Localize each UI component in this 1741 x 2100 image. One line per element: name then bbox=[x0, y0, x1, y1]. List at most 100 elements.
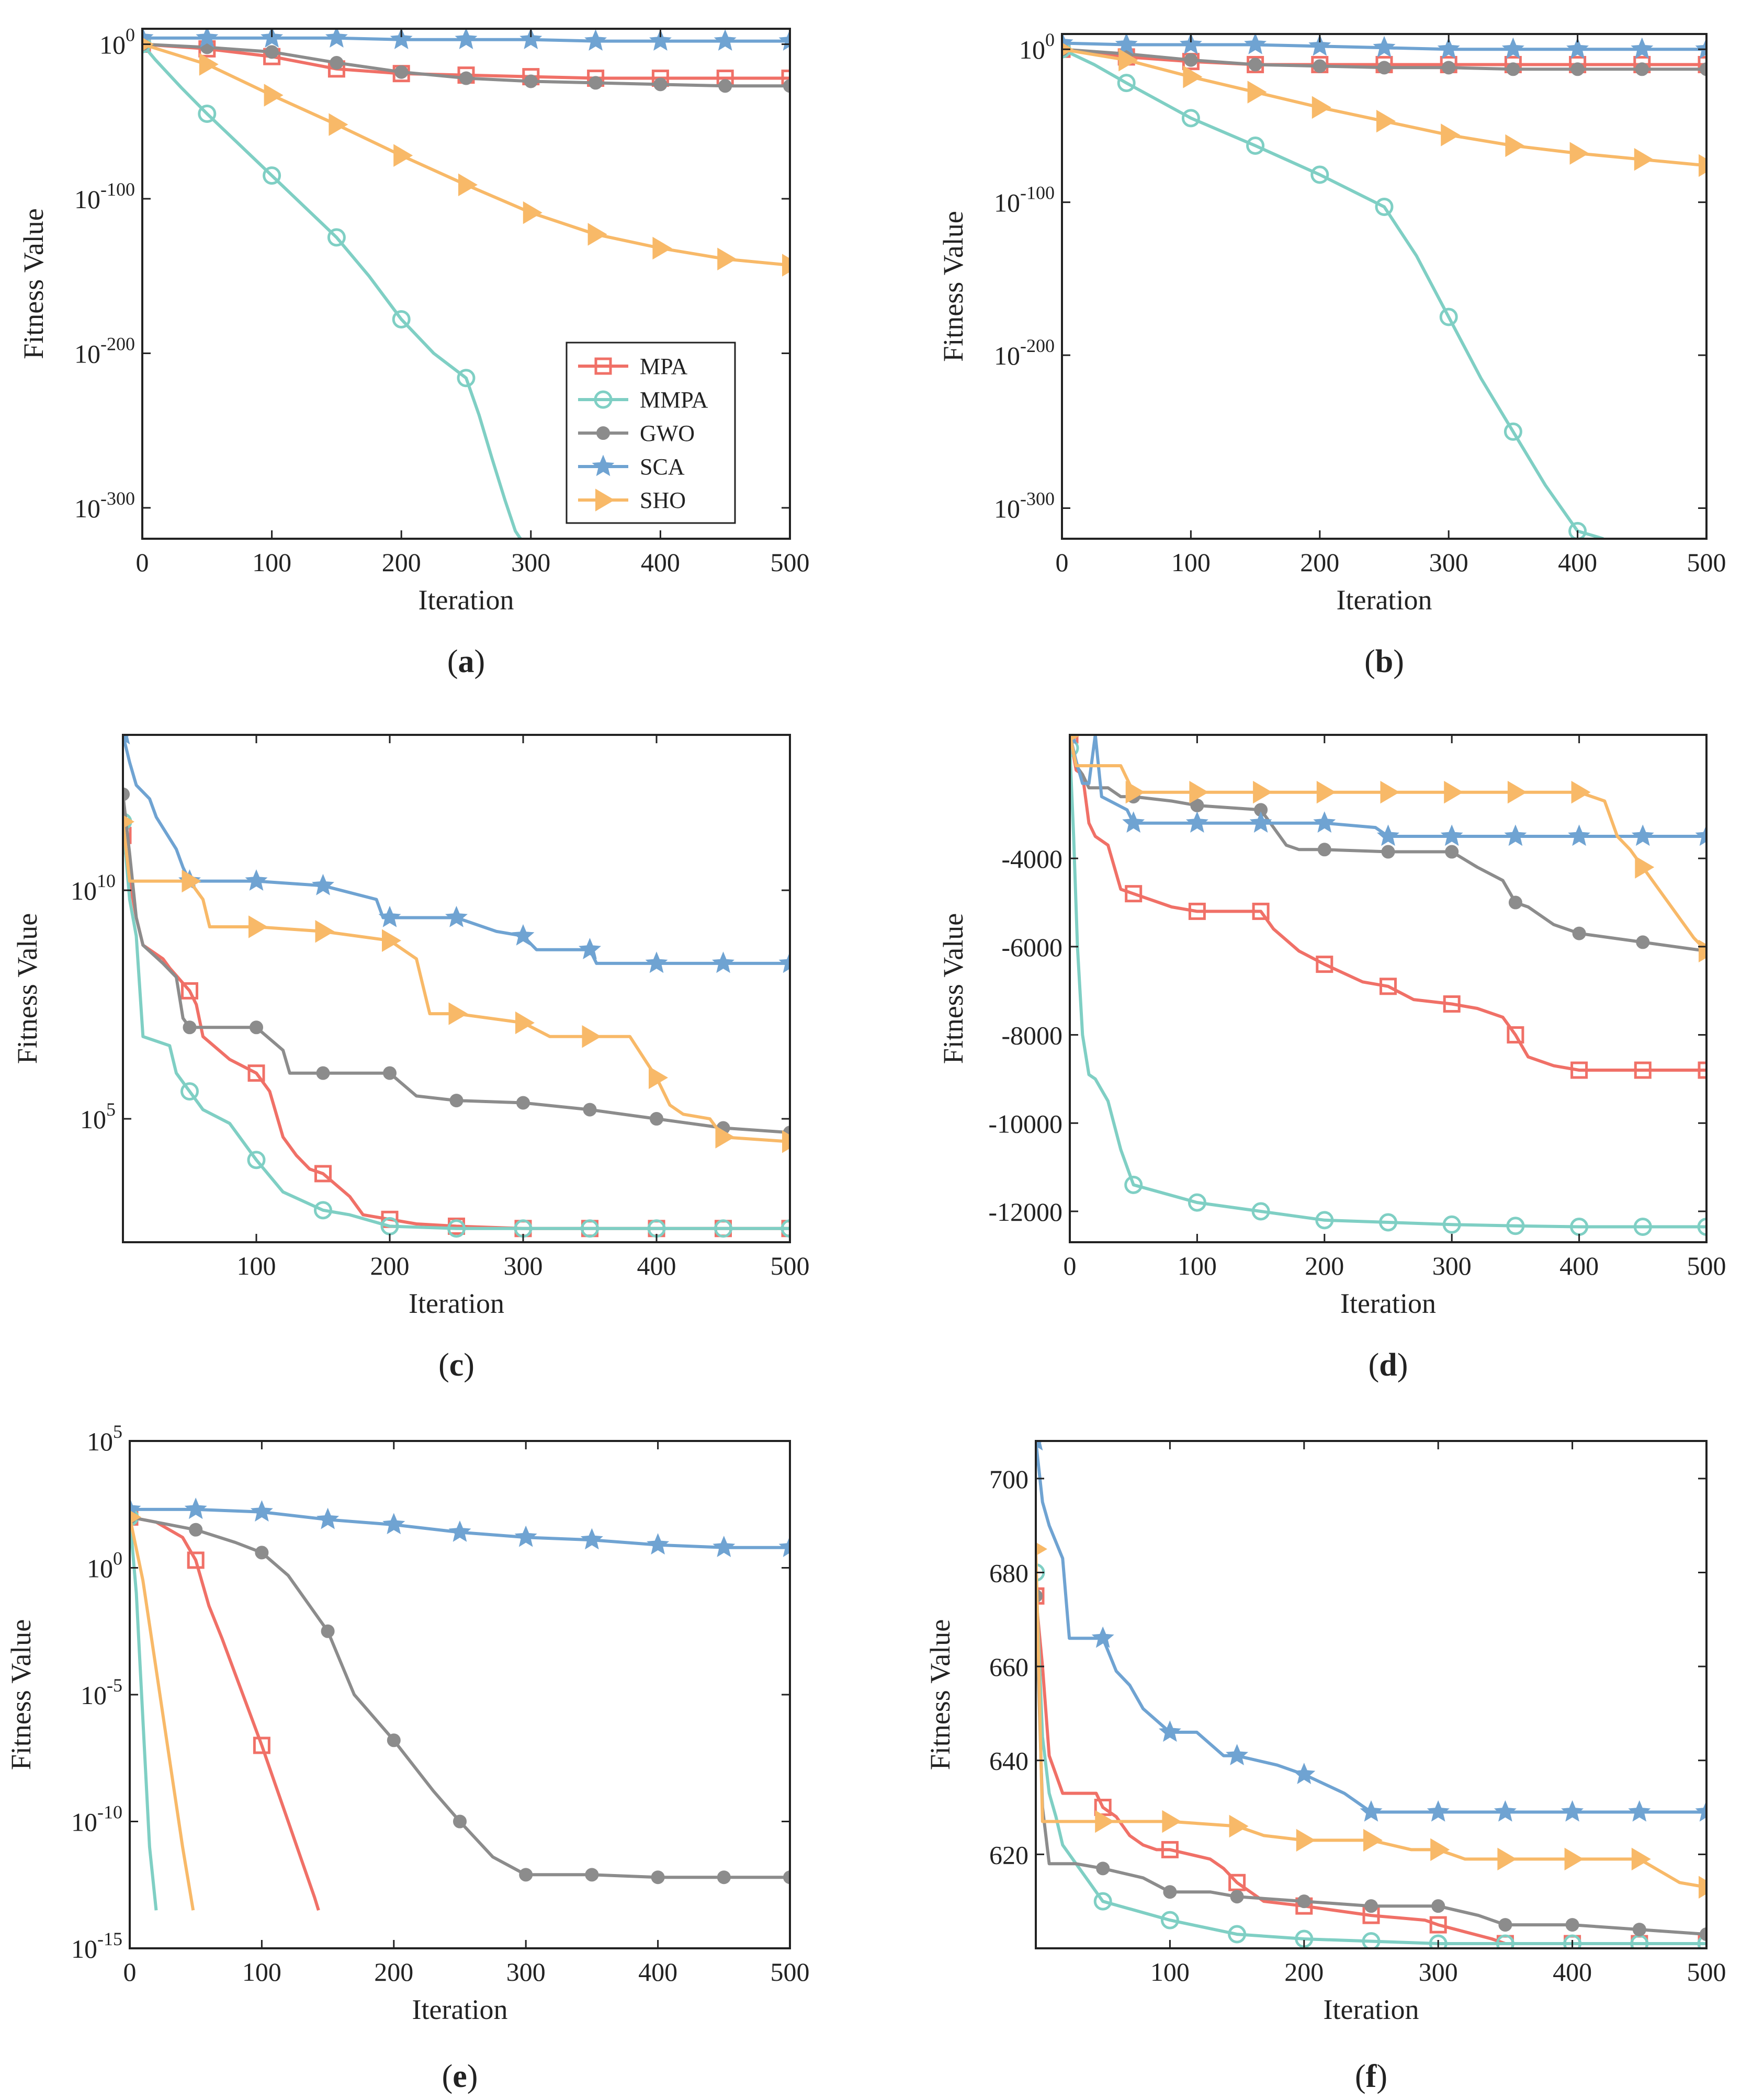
marker-sho bbox=[393, 144, 413, 167]
marker-sho bbox=[1380, 780, 1400, 804]
marker-sca bbox=[647, 1533, 670, 1555]
marker-sho bbox=[1312, 96, 1331, 119]
y-tick-label: -8000 bbox=[1001, 1021, 1062, 1050]
marker-sca bbox=[1377, 824, 1399, 846]
marker-sca bbox=[390, 29, 413, 50]
marker-sho bbox=[1296, 1829, 1316, 1852]
marker-mpa bbox=[1380, 978, 1397, 995]
series-markers-sho bbox=[1070, 735, 1706, 963]
marker-sca bbox=[1561, 1800, 1584, 1822]
series-line-mmpa bbox=[123, 821, 790, 1230]
panel-caption: (e) bbox=[442, 2059, 478, 2094]
marker-mmpa bbox=[1496, 1934, 1514, 1948]
marker-sho bbox=[1444, 780, 1464, 804]
marker-gwo bbox=[123, 787, 130, 801]
marker-gwo bbox=[1636, 935, 1650, 949]
marker-gwo bbox=[1700, 1927, 1706, 1942]
y-tick-label: 100 bbox=[1019, 29, 1055, 64]
series-group bbox=[123, 735, 790, 1238]
marker-gwo bbox=[1508, 895, 1522, 910]
marker-sca bbox=[649, 29, 672, 51]
marker-sho bbox=[1441, 123, 1461, 146]
marker-mmpa bbox=[1228, 1925, 1247, 1944]
marker-sca bbox=[312, 873, 334, 895]
marker-sho bbox=[1634, 148, 1654, 171]
marker-sca bbox=[382, 1513, 405, 1535]
marker-sca bbox=[1695, 824, 1706, 846]
y-tick-label: 100 bbox=[99, 25, 135, 60]
marker-mmpa bbox=[1503, 422, 1522, 441]
series-markers-gwo bbox=[1070, 735, 1706, 958]
marker-mmpa bbox=[180, 1082, 199, 1101]
marker-sca bbox=[1091, 1626, 1114, 1648]
panel-b: 0 100 200 300 400 500 100 10-100 10-200 10-300 Ite… bbox=[937, 29, 1726, 679]
marker-sho bbox=[1118, 48, 1138, 72]
marker-gwo bbox=[250, 1020, 263, 1035]
marker-sca bbox=[184, 1497, 207, 1519]
marker-sca bbox=[1566, 37, 1589, 59]
y-tick-label: 10-100 bbox=[994, 183, 1055, 218]
marker-gwo bbox=[1163, 1885, 1177, 1899]
marker-sca bbox=[1185, 811, 1208, 833]
marker-gwo bbox=[1297, 1894, 1311, 1909]
series-markers-sca bbox=[1070, 735, 1706, 846]
marker-mmpa bbox=[1362, 1932, 1381, 1948]
marker-sca bbox=[1437, 37, 1460, 59]
marker-gwo bbox=[1431, 1899, 1445, 1913]
y-tick-label: 10-200 bbox=[74, 333, 135, 368]
legend: MPA MMPA GWO SCA SHO bbox=[566, 342, 736, 524]
y-tick-label: 105 bbox=[87, 1421, 122, 1456]
marker-sho bbox=[1497, 1847, 1517, 1871]
marker-mmpa bbox=[1181, 109, 1200, 128]
series-line-mmpa bbox=[1062, 48, 1604, 539]
x-tick-label: 300 bbox=[506, 1957, 546, 1987]
axes-frame bbox=[1061, 33, 1708, 540]
marker-sho bbox=[1095, 1810, 1115, 1833]
marker-sho bbox=[1564, 1847, 1584, 1871]
series-markers-mpa bbox=[123, 826, 790, 1238]
x-tick-label: 100 bbox=[1171, 548, 1211, 577]
panel-caption: (d) bbox=[1369, 1347, 1408, 1383]
panel-a: 0 100 200 300 400 500 100 10-100 10-200 10-300 Ite… bbox=[18, 25, 810, 679]
marker-gwo bbox=[783, 79, 790, 93]
marker-sho bbox=[199, 53, 219, 76]
marker-gwo bbox=[519, 1868, 533, 1882]
marker-sho bbox=[1699, 1876, 1706, 1899]
marker-gwo bbox=[653, 77, 668, 92]
series-markers-gwo bbox=[123, 787, 790, 1140]
marker-sho bbox=[182, 869, 201, 893]
x-tick-label: 400 bbox=[1558, 548, 1597, 577]
series-markers-sho bbox=[130, 1510, 141, 1524]
marker-sca bbox=[1036, 1441, 1043, 1451]
y-tick-label: 105 bbox=[80, 1099, 116, 1134]
y-tick-label: 620 bbox=[989, 1840, 1028, 1869]
series-markers-mmpa bbox=[1062, 40, 1587, 539]
marker-sho bbox=[130, 1510, 141, 1524]
marker-gwo bbox=[589, 76, 603, 90]
marker-sho bbox=[1247, 81, 1267, 104]
marker-sho bbox=[1699, 154, 1706, 177]
marker-mmpa bbox=[1246, 136, 1265, 155]
marker-sca bbox=[645, 951, 668, 973]
x-axis-label: Iteration bbox=[419, 584, 514, 616]
series-line-sho bbox=[123, 821, 790, 1143]
marker-sca bbox=[245, 869, 268, 891]
marker-gwo bbox=[189, 1523, 203, 1537]
series-line-mpa bbox=[130, 1515, 320, 1911]
marker-sca bbox=[1631, 37, 1654, 59]
marker-gwo bbox=[265, 45, 279, 59]
y-axis-label: Fitness Value bbox=[924, 1619, 956, 1770]
legend-label-mmpa: MMPA bbox=[640, 387, 708, 413]
marker-mpa bbox=[1698, 1061, 1706, 1079]
series-line-mpa bbox=[123, 835, 790, 1230]
marker-sho bbox=[717, 247, 737, 270]
marker-gwo bbox=[183, 1020, 197, 1035]
marker-gwo bbox=[1445, 845, 1459, 859]
axes-frame bbox=[1035, 1440, 1708, 1949]
marker-gwo bbox=[459, 71, 473, 85]
marker-sho bbox=[1571, 780, 1591, 804]
marker-gwo bbox=[1096, 1861, 1110, 1876]
panel-e: 0 100 200 300 400 500 105 100 10-5 10-10 10-15 Iter… bbox=[5, 1421, 810, 2094]
panel-caption: (a) bbox=[447, 644, 485, 679]
x-axis-label: Iteration bbox=[1324, 1994, 1419, 2025]
